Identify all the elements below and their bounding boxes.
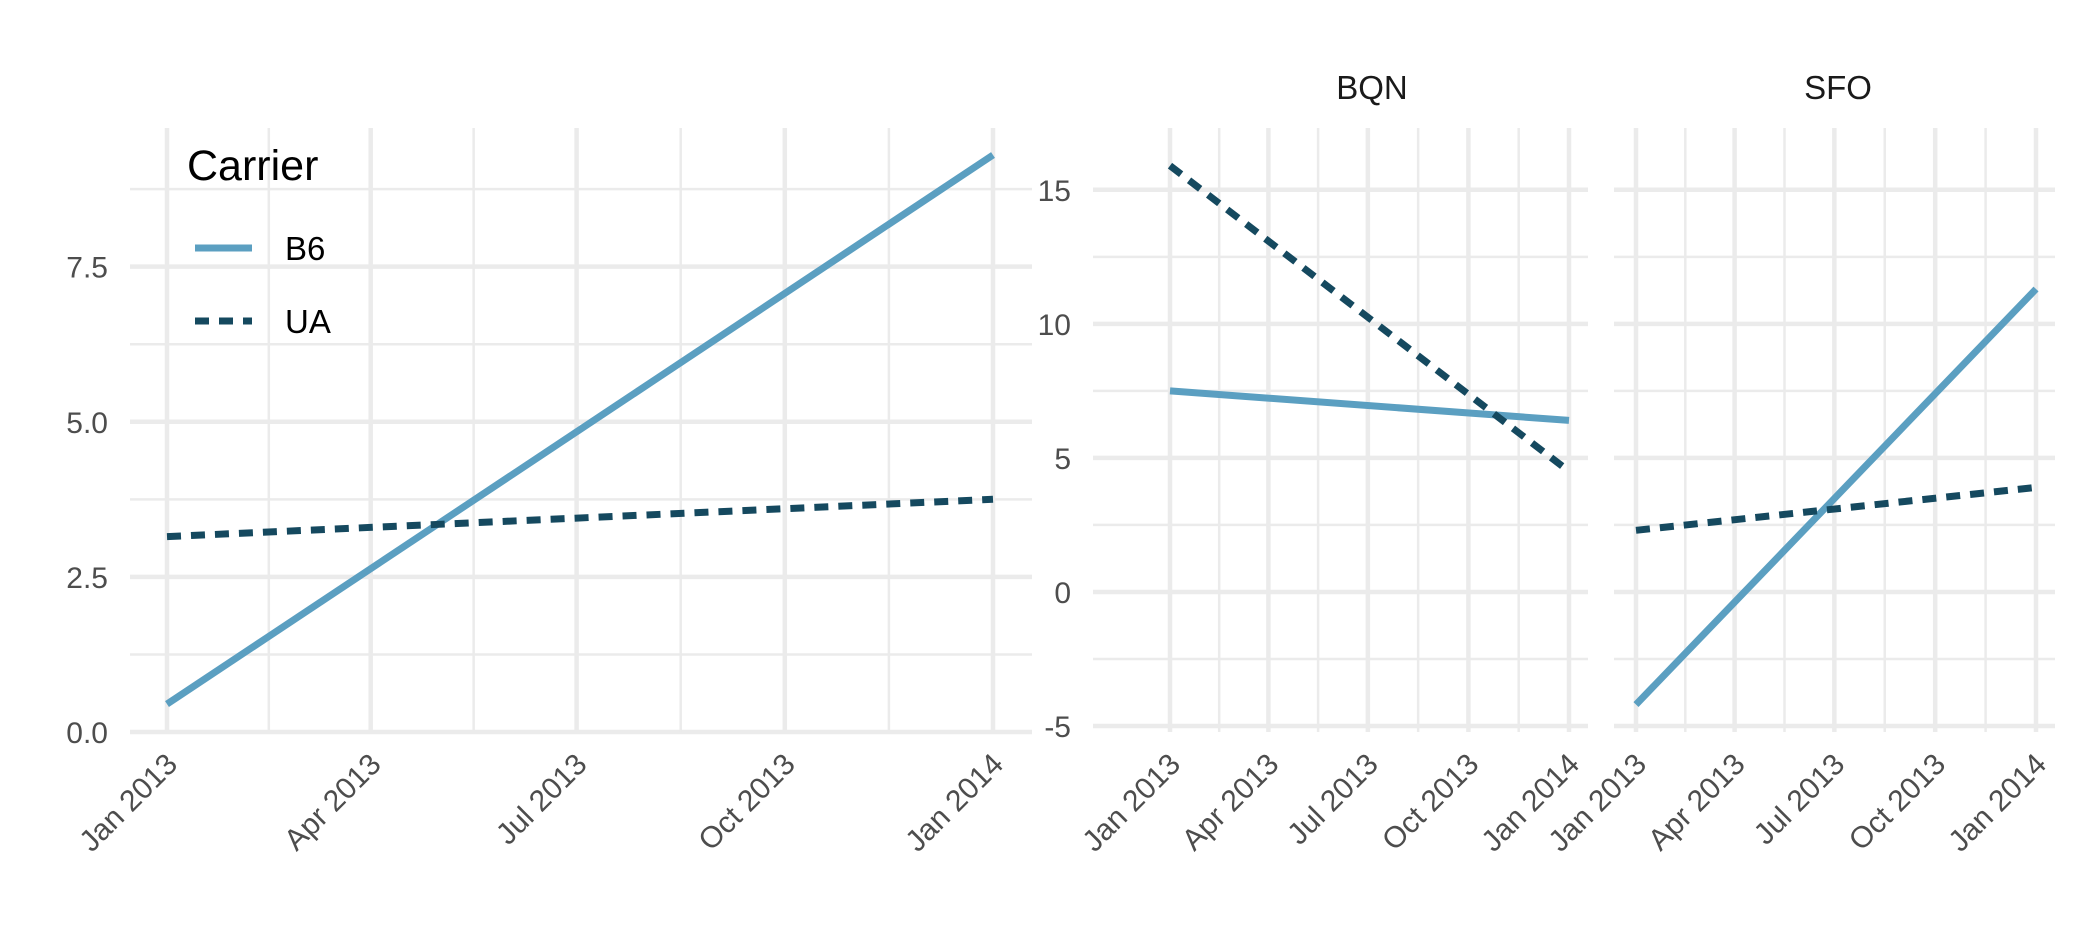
legend-title: Carrier bbox=[187, 142, 318, 190]
legend-label-ua: UA bbox=[285, 303, 331, 340]
facet-title-bqn: BQN bbox=[1336, 69, 1408, 106]
series-line-b6 bbox=[1633, 286, 2039, 708]
legend-label-b6: B6 bbox=[285, 230, 325, 267]
y-tick-label: 5 bbox=[1054, 443, 1071, 476]
series-line-b6 bbox=[1169, 387, 1570, 424]
y-tick-label: 10 bbox=[1038, 309, 1071, 342]
y-tick-label: 5.0 bbox=[66, 407, 108, 440]
y-tick-label: 15 bbox=[1038, 175, 1071, 208]
series-line-ua bbox=[166, 495, 994, 541]
gridlines-sfo bbox=[1614, 128, 2055, 732]
series-line-b6 bbox=[165, 152, 995, 708]
gridlines-overall bbox=[130, 128, 1032, 735]
facet-title-sfo: SFO bbox=[1804, 69, 1872, 106]
y-tick-label: 7.5 bbox=[66, 252, 108, 285]
y-tick-label: -5 bbox=[1044, 711, 1071, 744]
y-tick-label: 0.0 bbox=[66, 717, 108, 750]
y-tick-label: 2.5 bbox=[66, 562, 108, 595]
y-tick-label: 0 bbox=[1054, 577, 1071, 610]
series-line-ua bbox=[1635, 483, 2037, 534]
series-line-ua bbox=[1167, 162, 1572, 475]
legend: Carrier B6 UA bbox=[187, 142, 331, 340]
